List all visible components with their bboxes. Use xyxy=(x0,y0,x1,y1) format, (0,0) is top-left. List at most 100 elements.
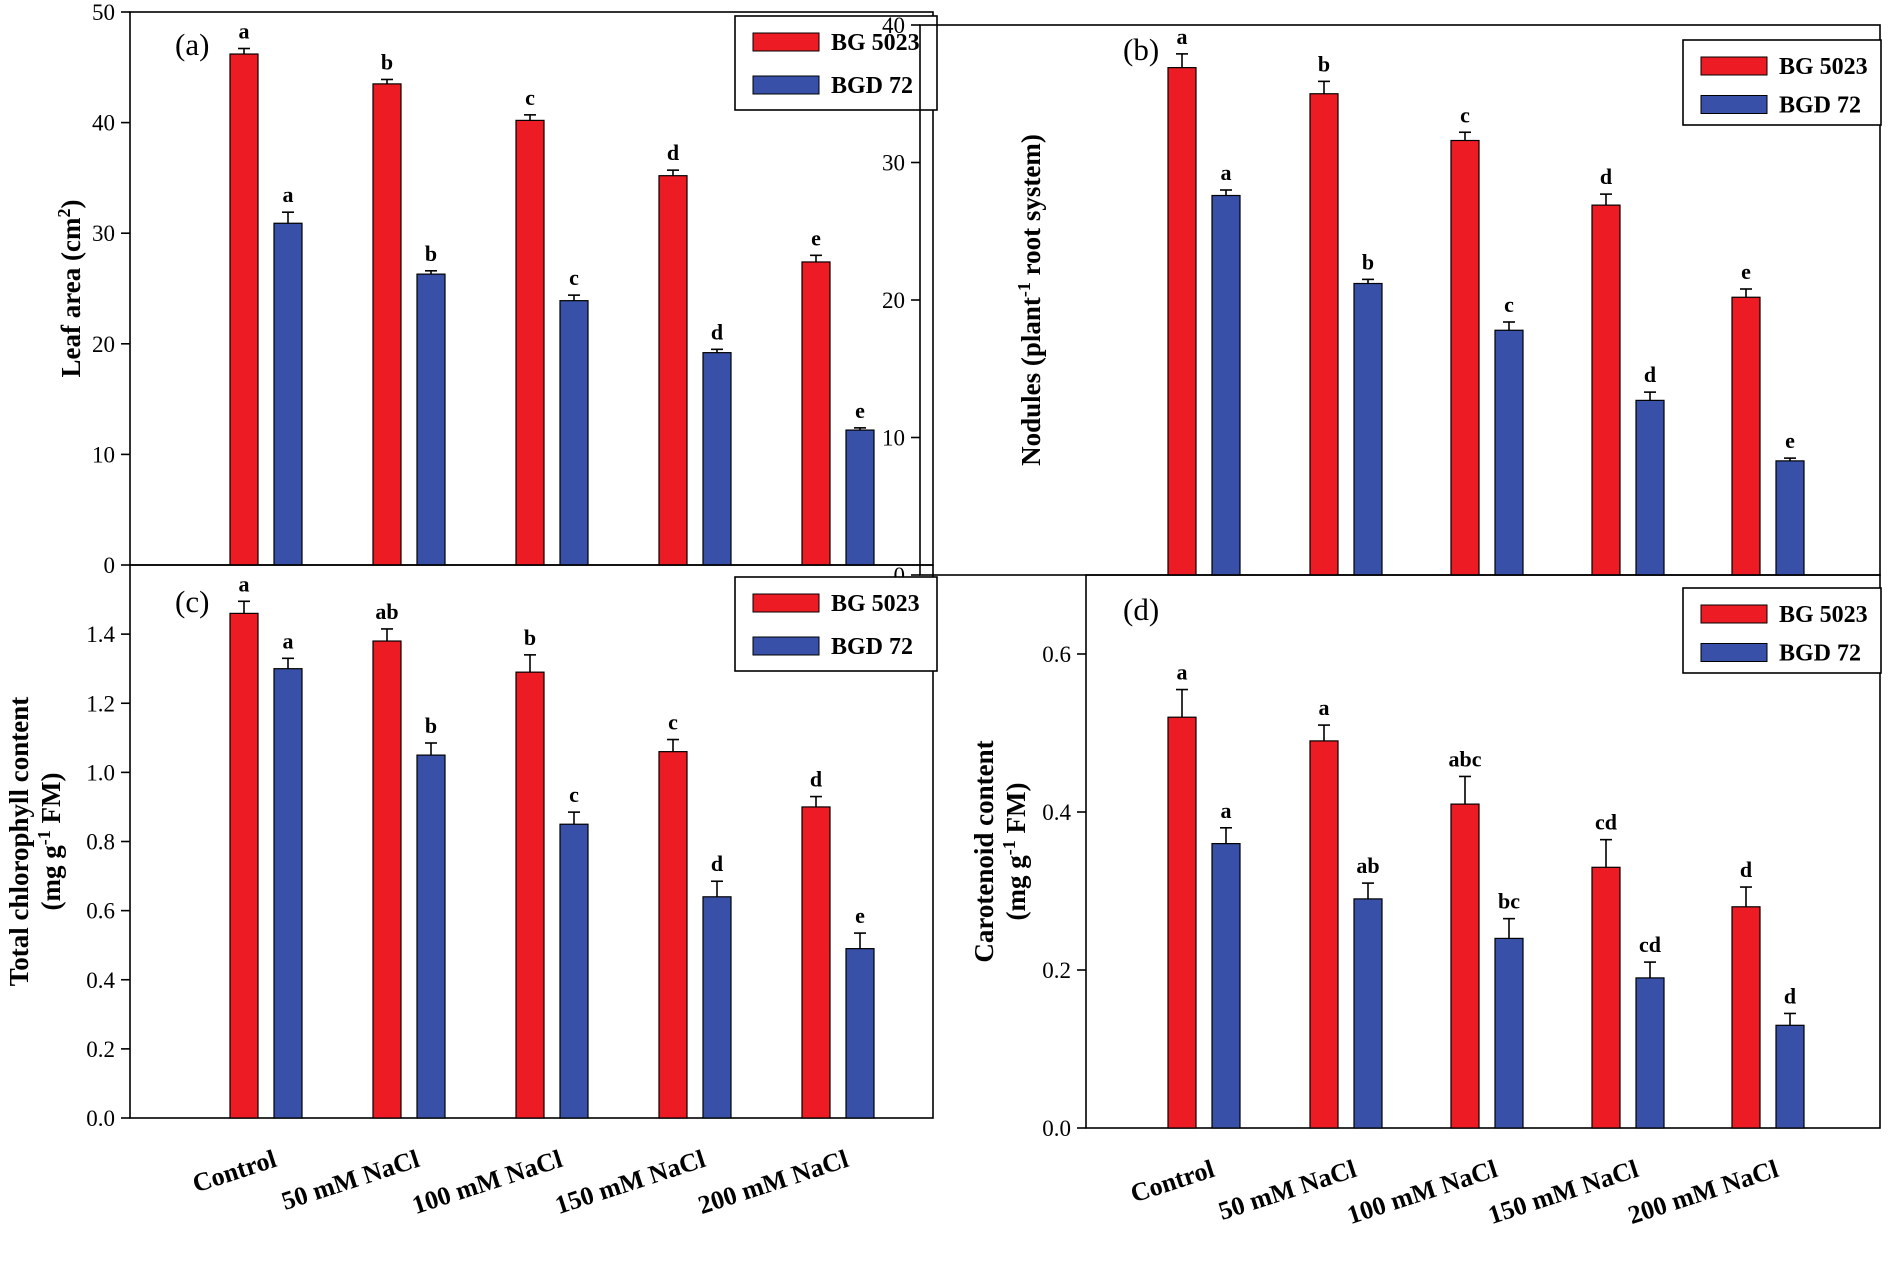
x-category-label: 200 mM NaCl xyxy=(695,1144,852,1220)
significance-letter: e xyxy=(855,398,865,423)
significance-letter: b xyxy=(381,49,393,74)
y-tick-label: 0.0 xyxy=(86,1106,115,1131)
bar-bgd72 xyxy=(1635,977,1665,1129)
legend-label: BG 5023 xyxy=(831,30,920,56)
significance-letter: b xyxy=(1318,51,1330,76)
significance-letter: cd xyxy=(1639,932,1661,957)
bar-bg5023 xyxy=(1309,93,1339,576)
y-tick-label: 1.0 xyxy=(86,760,115,785)
y-tick-label: 0.2 xyxy=(86,1037,115,1062)
y-tick-label: 0.4 xyxy=(1042,800,1071,825)
legend-swatch xyxy=(752,593,820,613)
significance-letter: a xyxy=(283,628,294,653)
significance-letter: d xyxy=(1784,983,1796,1008)
y-tick-label: 0 xyxy=(894,563,906,588)
significance-letter: b xyxy=(524,625,536,650)
bar-bg5023 xyxy=(658,751,688,1119)
x-category-label: 150 mM NaCl xyxy=(552,1144,709,1220)
significance-letter: b xyxy=(425,241,437,266)
y-axis-title: Carotenoid content xyxy=(969,740,999,962)
legend-label: BGD 72 xyxy=(831,634,913,660)
legend-swatch xyxy=(1700,56,1768,76)
panel-label: (b) xyxy=(1123,32,1159,67)
bar-bg5023 xyxy=(1591,204,1621,576)
y-axis-title: (mg g-1 FM) xyxy=(34,773,66,911)
y-tick-label: 30 xyxy=(882,151,905,176)
bar-bgd72 xyxy=(702,352,732,566)
bar-bg5023 xyxy=(372,640,402,1119)
significance-letter: bc xyxy=(1498,889,1520,914)
y-tick-label: 40 xyxy=(882,13,905,38)
legend-swatch xyxy=(1700,643,1768,662)
significance-letter: d xyxy=(711,851,723,876)
significance-letter: a xyxy=(239,571,250,596)
significance-letter: a xyxy=(239,18,250,43)
legend: BG 5023 BGD 72 xyxy=(734,15,938,111)
legend-label: BGD 72 xyxy=(1779,641,1861,667)
panel-label: (c) xyxy=(175,584,209,619)
x-category-label: 100 mM NaCl xyxy=(409,1144,566,1220)
bar-bg5023 xyxy=(372,83,402,566)
significance-letter: d xyxy=(711,319,723,344)
significance-letter: e xyxy=(1785,428,1795,453)
significance-letter: d xyxy=(810,767,822,792)
bar-bg5023 xyxy=(801,261,831,566)
y-tick-label: 50 xyxy=(92,0,115,25)
legend-label: BGD 72 xyxy=(1779,93,1861,119)
significance-letter: c xyxy=(569,265,579,290)
bar-bgd72 xyxy=(845,429,875,566)
significance-letter: e xyxy=(1741,259,1751,284)
legend-swatch xyxy=(752,636,820,656)
bar-bgd72 xyxy=(1775,1024,1805,1129)
panel-b: 0 10 20 30 40 a b c d e a b c d e (b) BG 5023 BGD 72 Nodul… xyxy=(882,13,1882,588)
bar-bgd72 xyxy=(559,300,589,566)
y-tick-label: 20 xyxy=(882,288,905,313)
y-tick-label: 20 xyxy=(92,332,115,357)
significance-letter: e xyxy=(855,903,865,928)
legend: BG 5023 BGD 72 xyxy=(734,576,938,672)
bar-bgd72 xyxy=(559,823,589,1119)
significance-letter: d xyxy=(1740,857,1752,882)
bar-bgd72 xyxy=(273,222,303,566)
significance-letter: cd xyxy=(1595,810,1617,835)
y-tick-label: 10 xyxy=(92,442,115,467)
bar-bgd72 xyxy=(1211,194,1241,576)
legend-swatch xyxy=(1700,95,1768,114)
y-axis-title: Nodules (plant-1 root system) xyxy=(1014,134,1046,466)
significance-letter: c xyxy=(1460,102,1470,127)
bar-bg5023 xyxy=(229,612,259,1119)
bar-bg5023 xyxy=(1450,139,1480,576)
significance-letter: ab xyxy=(1356,853,1379,878)
bar-bgd72 xyxy=(1353,898,1383,1129)
x-category-label: 200 mM NaCl xyxy=(1625,1154,1782,1230)
bar-bg5023 xyxy=(1450,803,1480,1129)
bar-bgd72 xyxy=(1353,282,1383,576)
panel-label: (a) xyxy=(175,27,209,62)
significance-letter: c xyxy=(569,782,579,807)
significance-letter: e xyxy=(811,225,821,250)
y-tick-label: 0.4 xyxy=(86,968,115,993)
bar-bgd72 xyxy=(1635,399,1665,576)
y-tick-label: 30 xyxy=(92,221,115,246)
significance-letter: c xyxy=(668,710,678,735)
y-tick-label: 1.2 xyxy=(86,691,115,716)
legend-label: BG 5023 xyxy=(1779,54,1868,80)
bar-bg5023 xyxy=(229,53,259,566)
significance-letter: ab xyxy=(375,599,398,624)
significance-letter: c xyxy=(1504,292,1514,317)
significance-letter: a xyxy=(1319,695,1330,720)
significance-letter: a xyxy=(283,182,294,207)
significance-letter: b xyxy=(1362,249,1374,274)
panel-label: (d) xyxy=(1123,592,1159,627)
bar-bgd72 xyxy=(1494,937,1524,1129)
bar-bg5023 xyxy=(1167,67,1197,576)
y-tick-label: 40 xyxy=(92,111,115,136)
bar-bgd72 xyxy=(1775,460,1805,576)
plot-frame xyxy=(1085,574,1881,1129)
significance-letter: a xyxy=(1177,660,1188,685)
legend-label: BG 5023 xyxy=(1779,602,1868,628)
bar-bg5023 xyxy=(515,671,545,1119)
bar-bg5023 xyxy=(801,806,831,1119)
